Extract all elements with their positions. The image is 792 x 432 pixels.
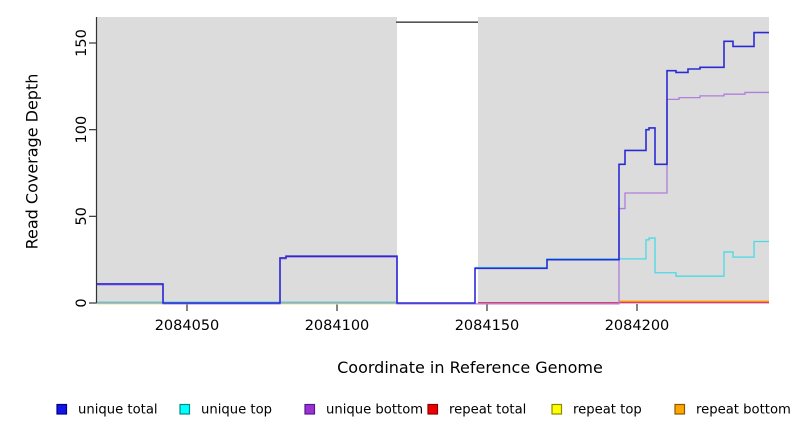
x-tick-label: 2084200 [605, 318, 670, 334]
y-tick-label: 150 [74, 29, 90, 57]
legend-swatch-repeat-bottom [674, 403, 686, 415]
y-tick-label: 0 [74, 298, 90, 307]
legend-swatch-repeat-total [427, 403, 439, 415]
legend-swatch-unique-total [56, 403, 68, 415]
y-tick-label: 100 [74, 116, 90, 144]
series-line-unique-total [97, 31, 769, 304]
legend-label-unique-top: unique top [201, 403, 272, 418]
x-axis-title: Coordinate in Reference Genome [0, 358, 792, 377]
panel-background-left [97, 17, 397, 303]
x-axis-title-text: Coordinate in Reference Genome [337, 358, 603, 377]
legend-label-repeat-bottom: repeat bottom [696, 403, 791, 418]
legend-swatch-unique-bottom [304, 403, 316, 415]
y-tick-label: 50 [74, 207, 90, 225]
legend-label-repeat-top: repeat top [573, 403, 642, 418]
legend-label-repeat-total: repeat total [449, 403, 526, 418]
panel-background-right [478, 17, 769, 303]
x-tick-label: 2084100 [305, 318, 370, 334]
legend-swatch-unique-top [179, 403, 191, 415]
legend-swatch-repeat-top [551, 403, 563, 415]
x-tick-label: 2084050 [155, 318, 220, 334]
legend-label-unique-bottom: unique bottom [326, 403, 423, 418]
series-line-unique-top [475, 237, 769, 277]
x-tick-label: 2084150 [455, 318, 520, 334]
y-axis-title: Read Coverage Depth [22, 73, 42, 250]
legend-label-unique-total: unique total [78, 403, 158, 418]
